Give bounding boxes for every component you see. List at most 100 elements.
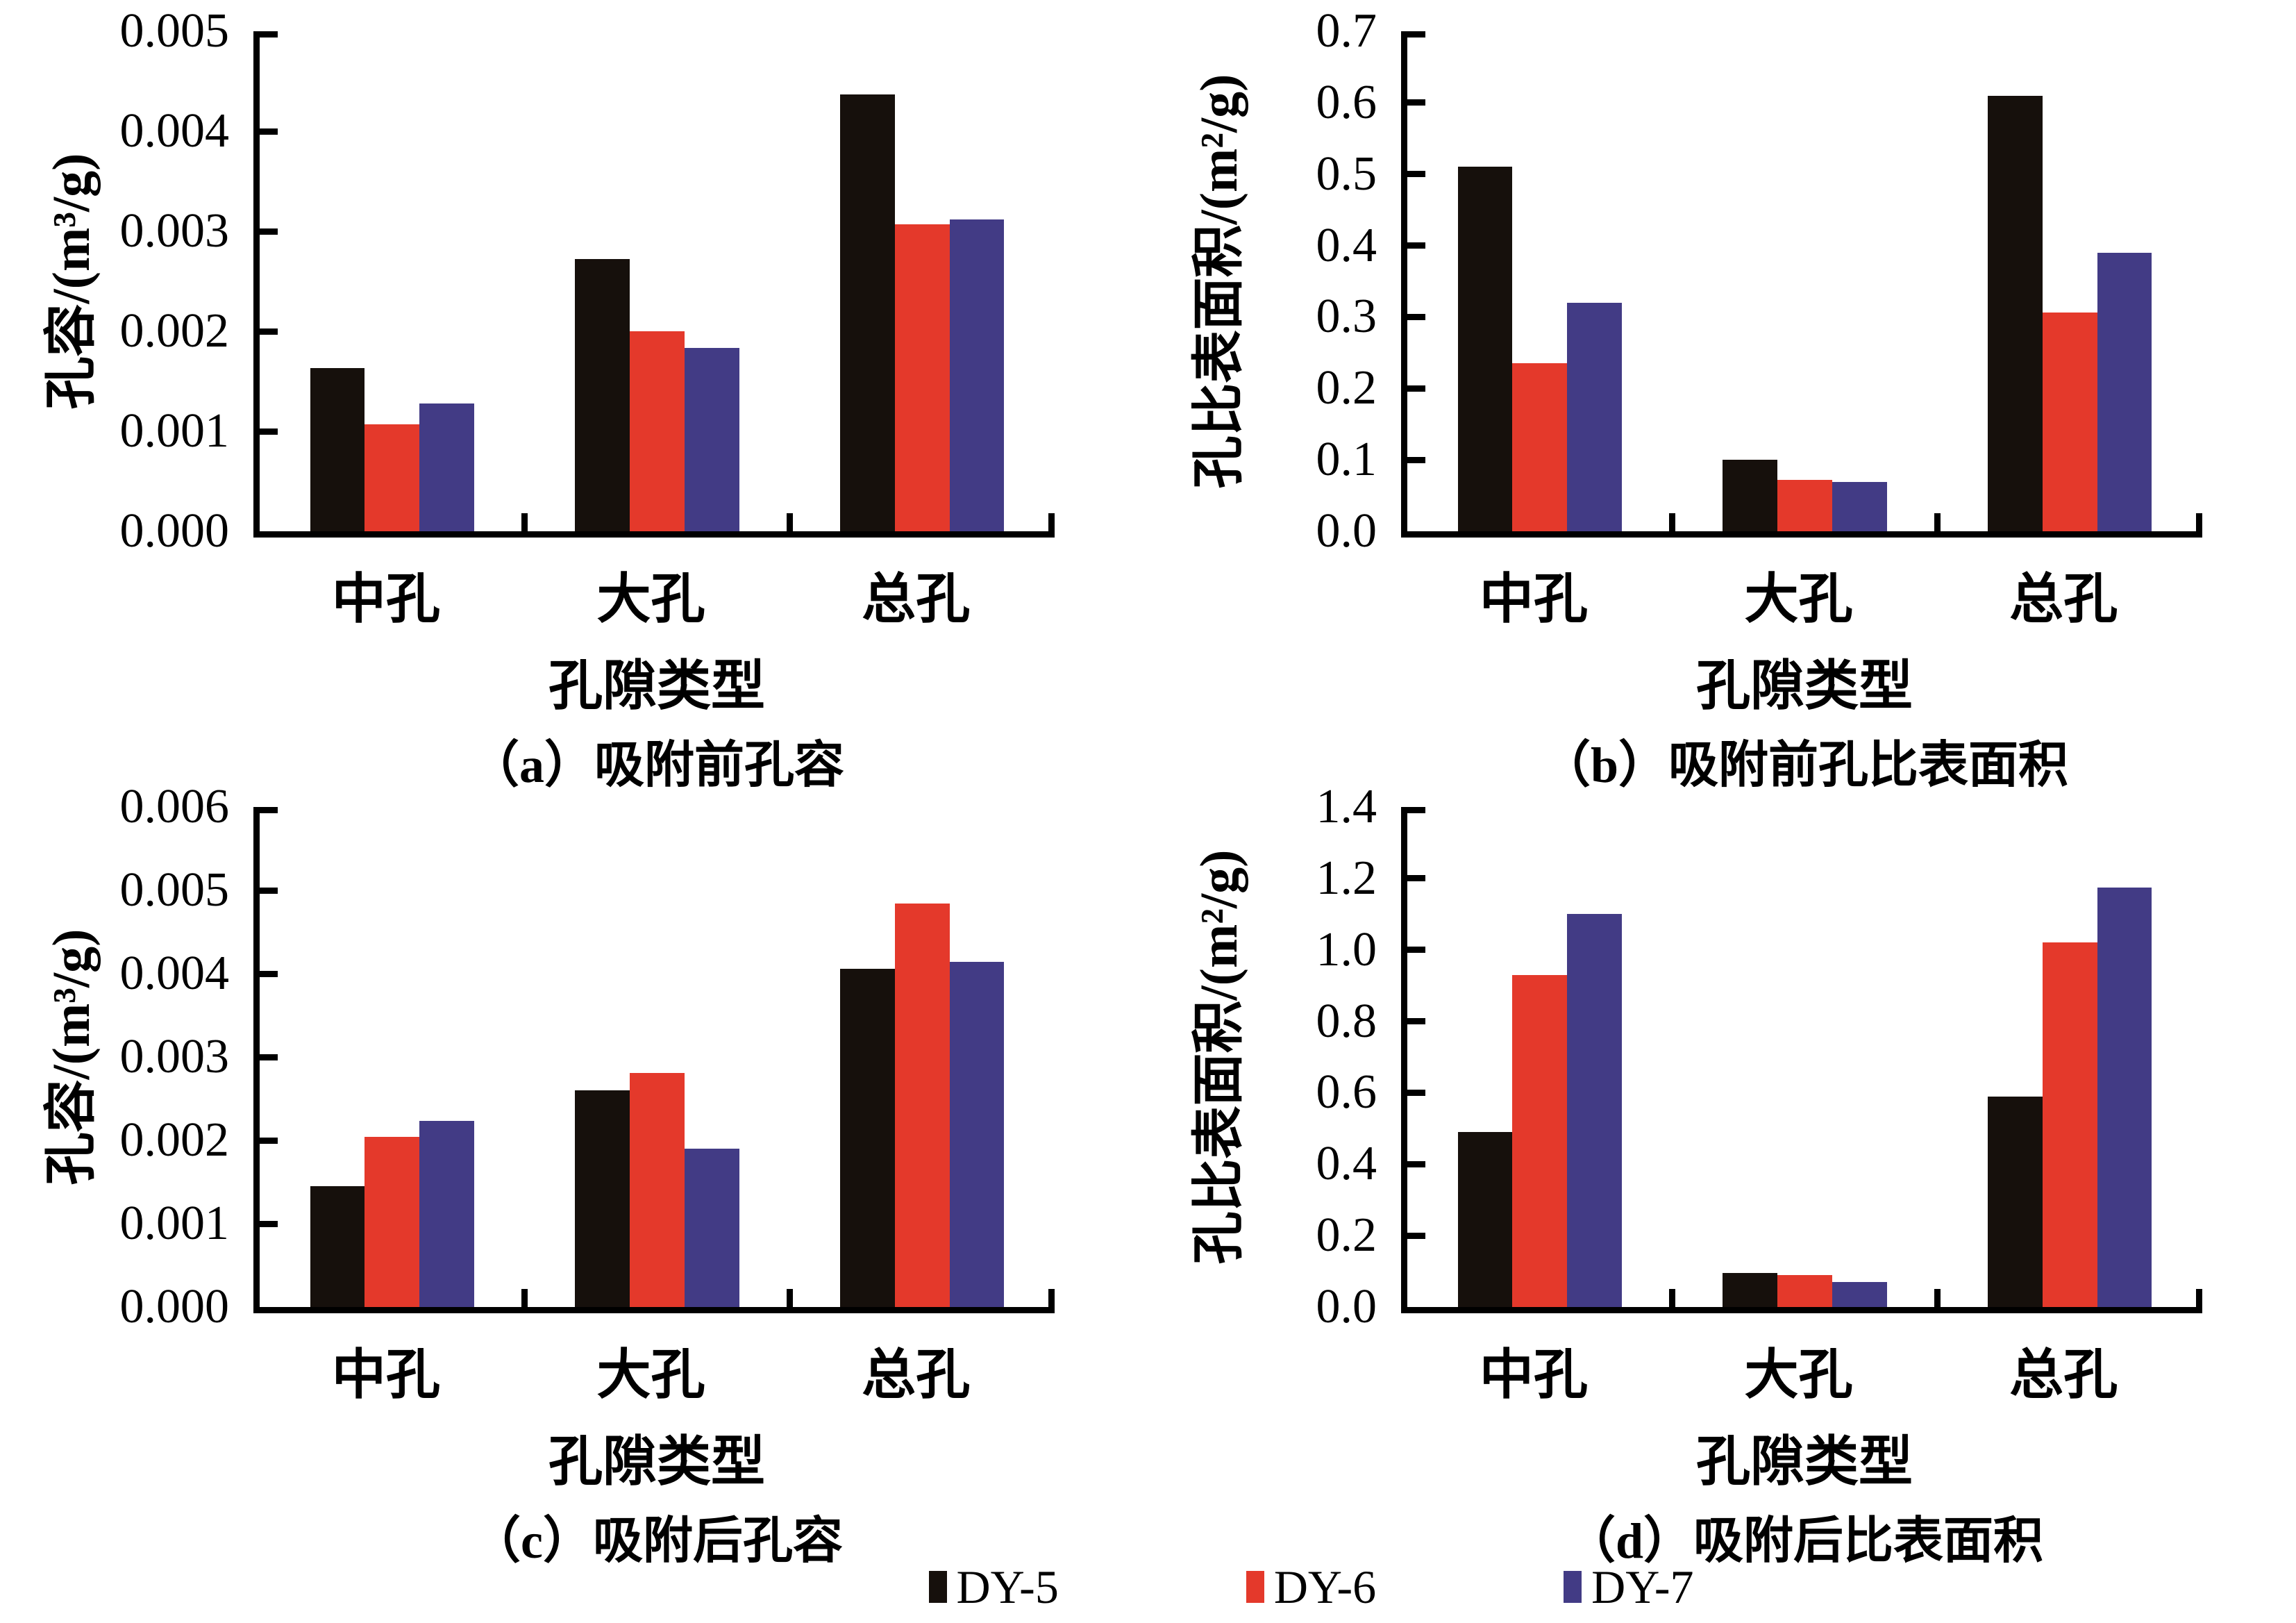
y-tick-label: 0.005 (119, 4, 230, 58)
y-tick-label: 0.4 (1316, 218, 1377, 272)
y-tick-mark (260, 228, 278, 235)
y-tick-label: 0.1 (1316, 433, 1377, 487)
y-tick-label: 0.5 (1316, 147, 1377, 201)
bar-dy6-cat0 (364, 424, 420, 531)
y-tick-mark (1407, 1160, 1425, 1167)
bar-dy5-cat0 (1457, 1132, 1513, 1307)
y-tick-label: 0.004 (119, 947, 230, 1000)
bar-dy5-cat1 (1723, 460, 1778, 531)
bar-dy7-cat2 (2097, 887, 2152, 1307)
y-tick-mark (260, 970, 278, 977)
y-tick-label: 1.0 (1316, 922, 1377, 976)
y-tick-mark (260, 1220, 278, 1227)
x-tick-mark (1934, 513, 1941, 531)
bar-dy5-cat0 (310, 1186, 365, 1307)
y-tick-label: 0.4 (1316, 1137, 1377, 1191)
bar-dy5-cat0 (1457, 167, 1513, 531)
y-tick-label: 0.7 (1316, 4, 1377, 58)
bar-dy7-cat0 (1567, 914, 1623, 1307)
y-tick-mark (1407, 171, 1425, 178)
x-tick-mark (1669, 1289, 1676, 1307)
bar-dy6-cat2 (2042, 313, 2097, 531)
plot-area (1401, 807, 2202, 1313)
x-tick-mark (1048, 1289, 1055, 1307)
legend-label-dy5: DY-5 (956, 1560, 1059, 1613)
legend-item-dy5: DY-5 (928, 1560, 1059, 1613)
y-tick-mark (1407, 1089, 1425, 1096)
bar-dy6-cat1 (1777, 479, 1832, 531)
legend-swatch-dy7 (1564, 1570, 1582, 1603)
y-tick-mark (260, 428, 278, 435)
y-tick-label: 0.002 (119, 304, 230, 358)
chart-panel-d: 孔比表面积/(m²/g) 孔隙类型 （d）吸附后比表面积 0.0 0.2 0.4 0.… (1148, 776, 2295, 1569)
y-tick-label: 0.002 (119, 1113, 230, 1167)
bar-dy5-cat2 (1987, 1096, 2043, 1307)
legend-item-dy7: DY-7 (1564, 1563, 1693, 1610)
legend-label-dy7: DY-7 (1591, 1560, 1694, 1613)
y-tick-mark (1407, 807, 1425, 813)
bar-dy7-cat1 (1832, 482, 1887, 531)
y-axis-label: 孔比表面积/(m²/g) (1190, 849, 1248, 1265)
legend-label-dy6: DY-6 (1273, 1560, 1377, 1613)
bar-dy6-cat0 (1512, 974, 1568, 1307)
bar-dy6-cat0 (1512, 363, 1568, 531)
legend-swatch-dy6 (1246, 1570, 1264, 1603)
x-category-label: 中孔 (331, 569, 440, 629)
bar-dy5-cat2 (839, 968, 895, 1307)
y-tick-label: 0.3 (1316, 290, 1377, 344)
y-tick-label: 0.0 (1316, 504, 1377, 558)
x-tick-mark (786, 1289, 793, 1307)
y-tick-mark (1407, 1232, 1425, 1239)
y-tick-label: 0.003 (119, 204, 230, 258)
chart-panel-a: 孔容/(m³/g) 孔隙类型 （a）吸附前孔容 0.000 0.001 0.002 0… (0, 0, 1148, 793)
bar-dy7-cat1 (684, 1149, 739, 1307)
bar-dy7-cat2 (949, 962, 1005, 1307)
y-tick-label: 0.6 (1316, 1065, 1377, 1120)
x-category-label: 中孔 (331, 1345, 440, 1405)
x-category-label: 中孔 (1479, 569, 1588, 629)
bar-dy5-cat1 (575, 259, 630, 531)
y-tick-label: 0.001 (119, 404, 230, 458)
y-tick-label: 0.8 (1316, 994, 1377, 1048)
x-axis-label: 孔隙类型 (548, 656, 766, 716)
y-tick-mark (1407, 385, 1425, 392)
y-tick-mark (260, 887, 278, 894)
bar-dy5-cat1 (575, 1090, 630, 1307)
y-tick-mark (1407, 1018, 1425, 1025)
legend-item-dy6: DY-6 (1246, 1563, 1376, 1610)
bar-dy7-cat2 (949, 219, 1005, 531)
x-tick-mark (521, 513, 528, 531)
y-tick-label: 0.000 (119, 504, 230, 558)
bar-dy6-cat1 (630, 331, 685, 531)
x-category-label: 大孔 (1744, 569, 1853, 629)
y-tick-mark (1407, 875, 1425, 882)
x-category-label: 大孔 (1744, 1345, 1853, 1405)
y-tick-mark (260, 31, 278, 38)
legend-swatch-dy5 (928, 1570, 947, 1603)
panel-caption: （c）吸附后孔容 (471, 1513, 843, 1569)
chart-legend: DY-5 DY-6 DY-7 (0, 1550, 2296, 1623)
x-axis-label: 孔隙类型 (1695, 656, 1913, 716)
y-tick-label: 0.003 (119, 1030, 230, 1083)
bar-dy7-cat1 (1832, 1282, 1887, 1307)
x-axis-label: 孔隙类型 (1695, 1431, 1913, 1492)
y-tick-label: 0.0 (1316, 1280, 1377, 1333)
bar-dy6-cat0 (364, 1137, 420, 1307)
x-tick-mark (1669, 513, 1676, 531)
y-tick-mark (260, 128, 278, 135)
x-category-label: 总孔 (2009, 1345, 2118, 1405)
plot-area (253, 807, 1055, 1313)
x-category-label: 中孔 (1479, 1345, 1588, 1405)
y-tick-label: 1.2 (1316, 851, 1377, 905)
y-axis-label: 孔比表面积/(m²/g) (1190, 74, 1248, 489)
y-tick-label: 0.2 (1316, 1208, 1377, 1263)
bar-dy6-cat2 (894, 224, 950, 531)
y-tick-label: 0.006 (119, 780, 230, 833)
y-axis-label: 孔容/(m³/g) (42, 153, 101, 410)
y-tick-label: 0.000 (119, 1280, 230, 1333)
y-tick-mark (1407, 947, 1425, 954)
bar-dy5-cat2 (839, 94, 895, 531)
y-tick-label: 0.6 (1316, 75, 1377, 129)
bar-dy6-cat2 (2042, 942, 2097, 1307)
